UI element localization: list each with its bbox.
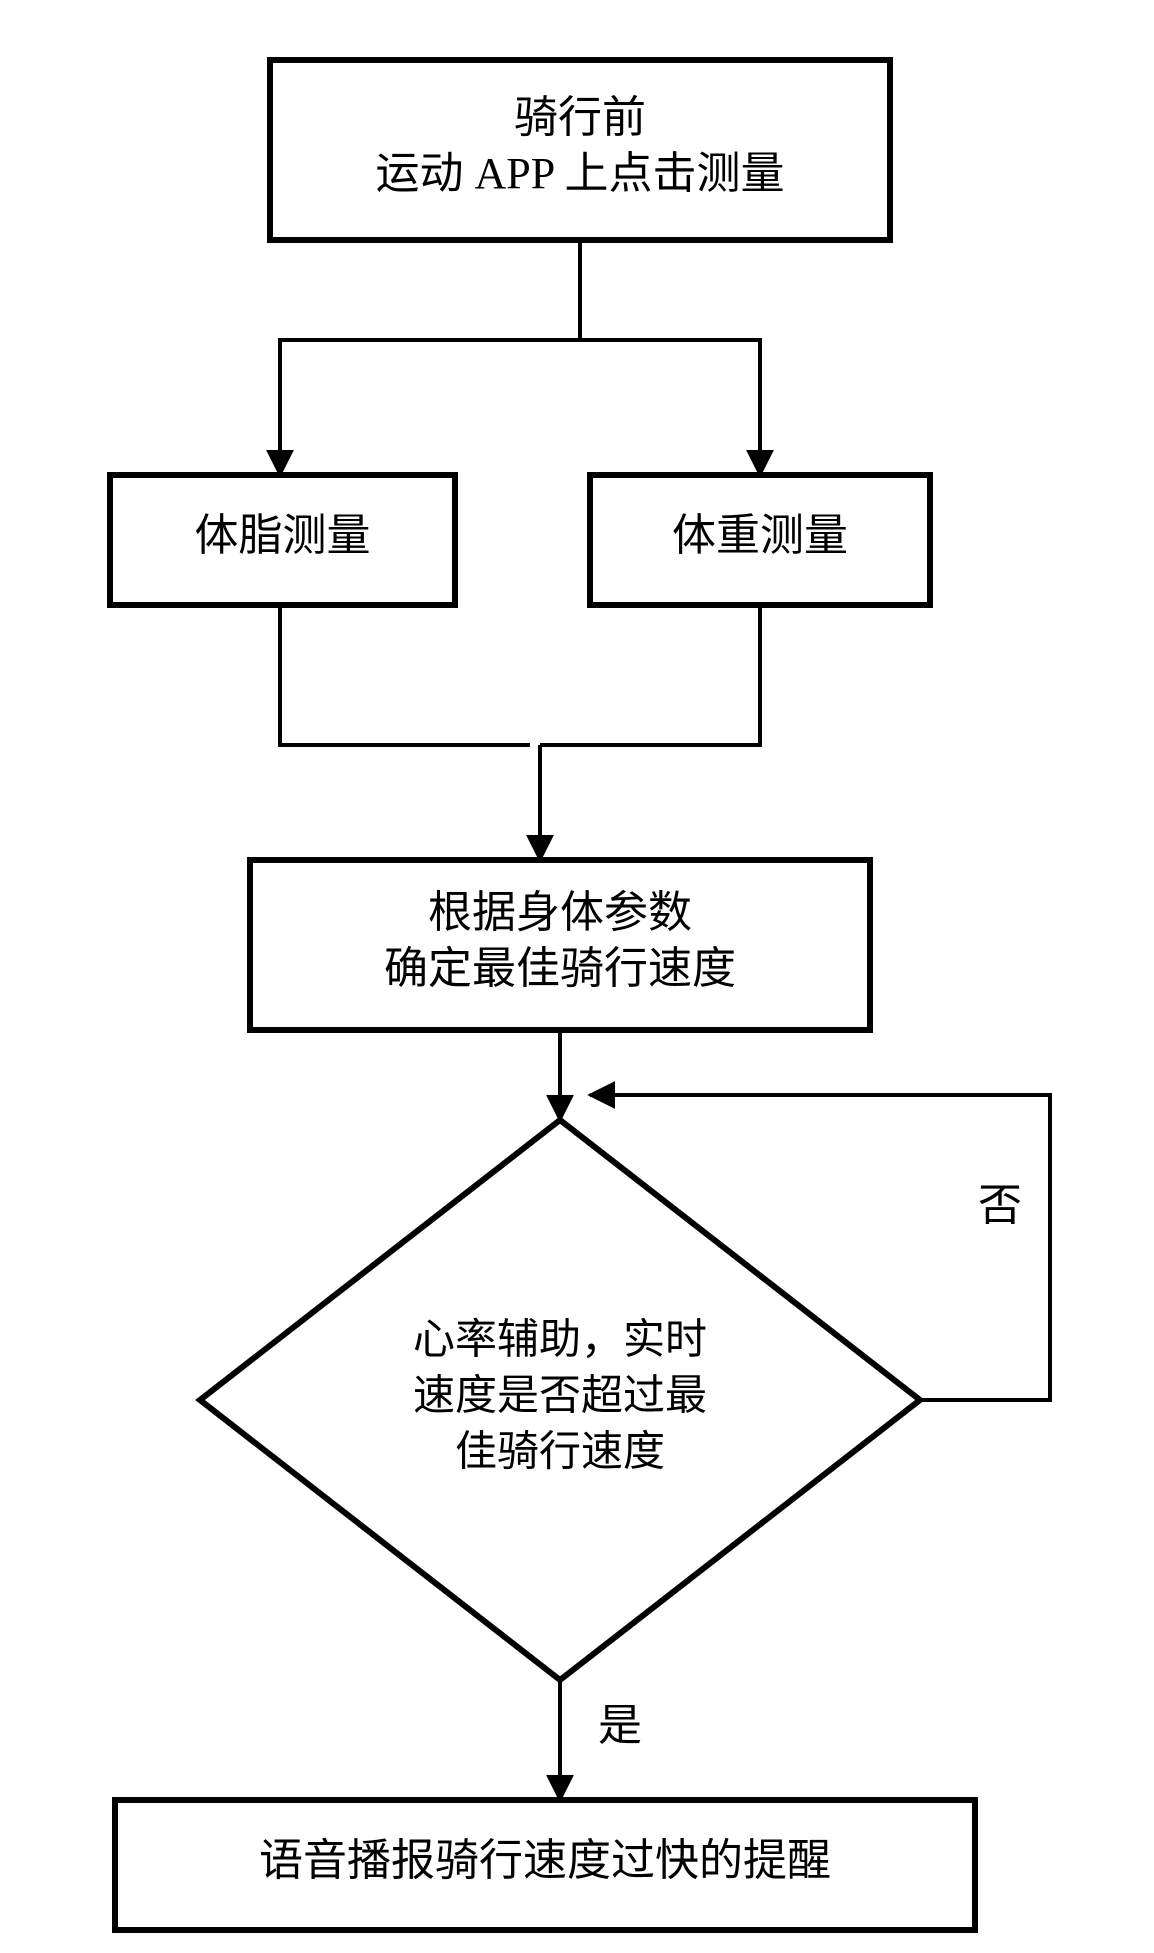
node-n4-label-line: 确定最佳骑行速度 xyxy=(384,944,736,993)
node-n4: 根据身体参数确定最佳骑行速度 xyxy=(250,860,870,1030)
node-n5: 心率辅助，实时速度是否超过最佳骑行速度 xyxy=(200,1120,920,1680)
edge-label-lab_no: 否 xyxy=(978,1181,1022,1230)
node-n6: 语音播报骑行速度过快的提醒 xyxy=(115,1800,975,1930)
edge-e2 xyxy=(280,340,580,475)
node-n2: 体脂测量 xyxy=(110,475,455,605)
node-n1-label-line: 运动 APP 上点击测量 xyxy=(375,149,784,198)
node-n1: 骑行前运动 APP 上点击测量 xyxy=(270,60,890,240)
edge-e3 xyxy=(580,340,760,475)
edge-label-lab_yes: 是 xyxy=(598,1701,642,1750)
node-n2-label-line: 体脂测量 xyxy=(195,511,371,560)
node-n5-label-line: 心率辅助，实时 xyxy=(413,1317,707,1364)
edge-e5 xyxy=(540,605,760,745)
node-n5-label-line: 佳骑行速度 xyxy=(455,1430,665,1476)
edge-e4 xyxy=(280,605,530,745)
node-n1-label-line: 骑行前 xyxy=(514,93,646,142)
node-n6-label: 语音播报骑行速度过快的提醒 xyxy=(259,1836,831,1885)
node-n4-label-line: 根据身体参数 xyxy=(428,888,692,937)
node-n2-label: 体脂测量 xyxy=(195,511,371,560)
node-n6-label-line: 语音播报骑行速度过快的提醒 xyxy=(259,1836,831,1885)
node-n5-label-line: 速度是否超过最 xyxy=(413,1374,707,1420)
node-n3-label-line: 体重测量 xyxy=(672,511,848,560)
node-n3-label: 体重测量 xyxy=(672,511,848,560)
node-n5-label: 心率辅助，实时速度是否超过最佳骑行速度 xyxy=(413,1317,707,1476)
node-n3: 体重测量 xyxy=(590,475,930,605)
